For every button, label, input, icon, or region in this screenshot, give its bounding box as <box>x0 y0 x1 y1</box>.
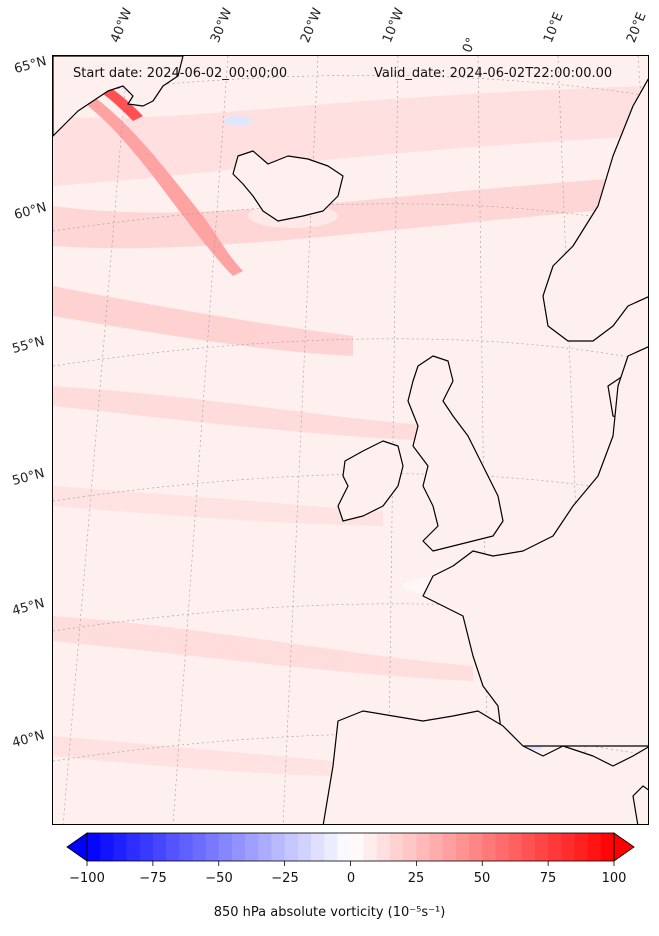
colorbar-tick-label: 75 <box>539 871 557 886</box>
colorbar-cell <box>416 833 431 861</box>
lon-label-10e: 10°E <box>541 10 567 45</box>
lon-label-0: 0° <box>460 35 480 55</box>
iberia-coast <box>322 710 648 824</box>
lat-label-50n: 50°N <box>10 466 47 489</box>
colorbar-cell <box>600 833 615 861</box>
colorbar-cell <box>218 833 233 861</box>
colorbar-cell <box>139 833 154 861</box>
colorbar-tick-label: 50 <box>473 871 491 886</box>
colorbar-cell <box>166 833 180 861</box>
colorbar-cell <box>310 833 325 861</box>
lat-label-55n: 55°N <box>10 334 47 357</box>
colorbar-cell <box>231 833 246 861</box>
britain-coast <box>407 355 504 552</box>
ireland-coast <box>337 440 404 522</box>
colorbar-cell <box>442 833 457 861</box>
colorbar-cell <box>337 833 351 861</box>
colorbar-tick-label: −100 <box>69 871 105 886</box>
colorbar-cell <box>100 833 114 861</box>
colorbar-cell <box>192 833 207 861</box>
colorbar-cell <box>350 833 365 861</box>
colorbar-cell <box>152 833 167 861</box>
lon-label-40w: 40°W <box>108 6 136 45</box>
colorbar-cell <box>297 833 312 861</box>
start-date-label: Start date: 2024-06-02_00:00:00 <box>73 66 288 81</box>
lat-label-40n: 40°N <box>10 728 47 751</box>
colorbar-cell <box>113 833 128 861</box>
colorbar-tick-label: −25 <box>271 871 299 886</box>
colorbar-tick-label: 0 <box>346 871 356 886</box>
colorbar-cell <box>508 833 523 861</box>
colorbar-tick-label: 25 <box>407 871 425 886</box>
colorbar-cell <box>469 833 483 861</box>
colorbar-cell <box>271 833 286 861</box>
colorbar-cell <box>495 833 510 861</box>
colorbar-cell <box>429 833 444 861</box>
colorbar-label: 850 hPa absolute vorticity (10⁻⁵s⁻¹) <box>213 905 446 920</box>
lon-label-20e: 20°E <box>624 10 650 45</box>
colorbar <box>66 832 635 866</box>
lat-label-60n: 60°N <box>12 200 49 223</box>
valid-date-label: Valid_date: 2024-06-02T22:00:00.00 <box>374 66 613 81</box>
colorbar-high-extension <box>613 832 635 862</box>
colorbar-low-extension <box>66 832 88 862</box>
colorbar-cell <box>521 833 536 861</box>
colorbar-cell <box>205 833 220 861</box>
map-panel <box>52 55 649 825</box>
colorbar-cell <box>482 833 496 861</box>
colorbar-cell <box>534 833 549 861</box>
colorbar-cell <box>403 833 417 861</box>
lat-label-45n: 45°N <box>10 596 47 619</box>
colorbar-cell <box>363 833 378 861</box>
colorbar-cell <box>284 833 299 861</box>
colorbar-tick-label: 100 <box>601 871 627 886</box>
colorbar-cell <box>179 833 193 861</box>
colorbar-ticks <box>86 861 615 866</box>
coastlines <box>53 56 648 824</box>
lon-label-20w: 20°W <box>298 6 326 45</box>
colorbar-cell <box>390 833 404 861</box>
colorbar-tick-label: −50 <box>205 871 233 886</box>
colorbar-cells <box>87 833 615 861</box>
colorbar-cell <box>87 833 101 861</box>
colorbar-cell <box>561 833 575 861</box>
vorticity-map <box>53 56 648 824</box>
colorbar-cell <box>126 833 141 861</box>
scandinavia-coast <box>542 78 648 342</box>
iceland-coast <box>232 150 344 222</box>
colorbar-tick-label: −75 <box>139 871 167 886</box>
colorbar-cell <box>574 833 589 861</box>
continent-coast <box>422 346 648 747</box>
colorbar-cell <box>324 833 338 861</box>
colorbar-cell <box>245 833 259 861</box>
greenland-coast <box>53 56 184 137</box>
colorbar-cell <box>376 833 391 861</box>
lon-label-10w: 10°W <box>380 6 408 45</box>
sardinia-coast <box>632 785 648 824</box>
lat-label-65n: 65°N <box>12 54 49 77</box>
colorbar-cell <box>455 833 470 861</box>
colorbar-cell <box>548 833 562 861</box>
colorbar-cell <box>587 833 602 861</box>
lon-label-30w: 30°W <box>208 6 236 45</box>
colorbar-cell <box>258 833 272 861</box>
